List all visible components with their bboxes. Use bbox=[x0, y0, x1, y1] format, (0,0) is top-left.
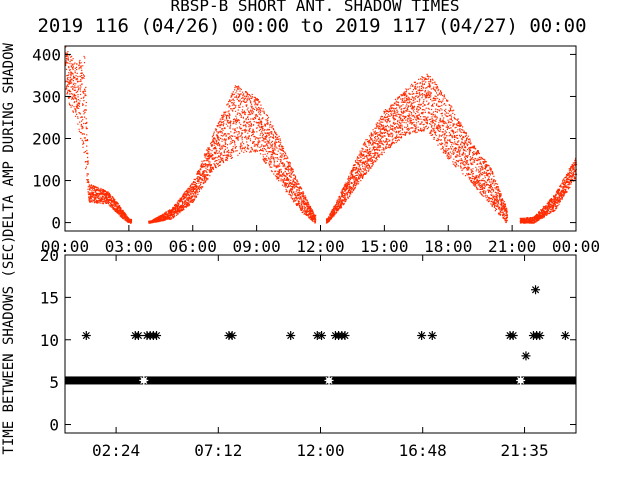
bottom-x-tick-label: 16:48 bbox=[399, 441, 447, 460]
bottom-y-tick-label: 5 bbox=[49, 373, 59, 392]
top-x-tick-label: 21:00 bbox=[488, 237, 536, 256]
bottom-x-tick-label: 12:00 bbox=[296, 441, 344, 460]
top-x-tick-label: 00:00 bbox=[552, 237, 600, 256]
bottom-y-tick-label: 20 bbox=[40, 246, 59, 265]
title-line-2: 2019 116 (04/26) 00:00 to 2019 117 (04/2… bbox=[37, 15, 586, 37]
baseline-points-band bbox=[65, 376, 576, 385]
data-point bbox=[560, 331, 570, 341]
top-x-tick-label: 15:00 bbox=[360, 237, 408, 256]
bottom-panel: 0 5 10 15 20 02:24 07:12 12:00 16:48 21:35 TIME B… bbox=[1, 235, 577, 460]
data-point bbox=[152, 331, 162, 341]
data-point bbox=[317, 331, 327, 341]
bottom-x-tick-label: 21:35 bbox=[500, 441, 548, 460]
bottom-y-tick-label: 15 bbox=[40, 288, 59, 307]
top-axes: 0 100 200 300 400 00:00 03:00 06:00 09:00 12:00 15… bbox=[32, 45, 600, 256]
data-point bbox=[227, 331, 237, 341]
bottom-plot-frame bbox=[64, 254, 577, 434]
top-y-tick-label: 0 bbox=[51, 214, 61, 233]
data-point bbox=[535, 331, 545, 341]
data-point bbox=[531, 285, 541, 295]
top-x-tick-label: 18:00 bbox=[424, 237, 472, 256]
bottom-y-axis-label: TIME BETWEEN SHADOWS (SEC) bbox=[1, 235, 17, 454]
top-y-tick-label: 100 bbox=[32, 172, 61, 191]
top-scatter-series bbox=[65, 46, 578, 224]
bottom-x-tick-label: 02:24 bbox=[92, 441, 140, 460]
top-y-tick-label: 400 bbox=[32, 45, 61, 64]
top-data-points bbox=[65, 46, 578, 224]
bottom-axes: 0 5 10 15 20 02:24 07:12 12:00 16:48 21:35 bbox=[40, 246, 576, 460]
data-point bbox=[516, 375, 526, 385]
data-point bbox=[340, 331, 350, 341]
top-x-tick-label: 09:00 bbox=[233, 237, 281, 256]
bottom-x-tick-label: 07:12 bbox=[194, 441, 242, 460]
top-x-tick-label: 00:00 bbox=[41, 237, 89, 256]
data-point bbox=[324, 375, 334, 385]
data-point bbox=[417, 331, 427, 341]
data-point bbox=[427, 331, 437, 341]
data-point bbox=[81, 331, 91, 341]
top-y-tick-label: 300 bbox=[32, 87, 61, 106]
top-x-tick-label: 06:00 bbox=[169, 237, 217, 256]
top-x-tick-label: 12:00 bbox=[296, 237, 344, 256]
data-point bbox=[521, 351, 531, 361]
top-plot-frame bbox=[64, 45, 577, 232]
data-point bbox=[286, 331, 296, 341]
top-x-tick-label: 03:00 bbox=[105, 237, 153, 256]
data-point bbox=[139, 375, 149, 385]
bottom-y-tick-label: 10 bbox=[40, 331, 59, 350]
top-panel: 0 100 200 300 400 00:00 03:00 06:00 09:00 12:00 15… bbox=[1, 43, 600, 256]
top-y-axis-label: DELTA AMP DURING SHADOW bbox=[1, 43, 17, 237]
data-point bbox=[508, 331, 518, 341]
bottom-y-tick-label: 0 bbox=[49, 416, 59, 435]
top-y-tick-label: 200 bbox=[32, 130, 61, 149]
title-line-1: RBSP-B SHORT ANT. SHADOW TIMES bbox=[171, 0, 460, 15]
data-point bbox=[133, 331, 143, 341]
bottom-scatter-series bbox=[65, 285, 576, 385]
